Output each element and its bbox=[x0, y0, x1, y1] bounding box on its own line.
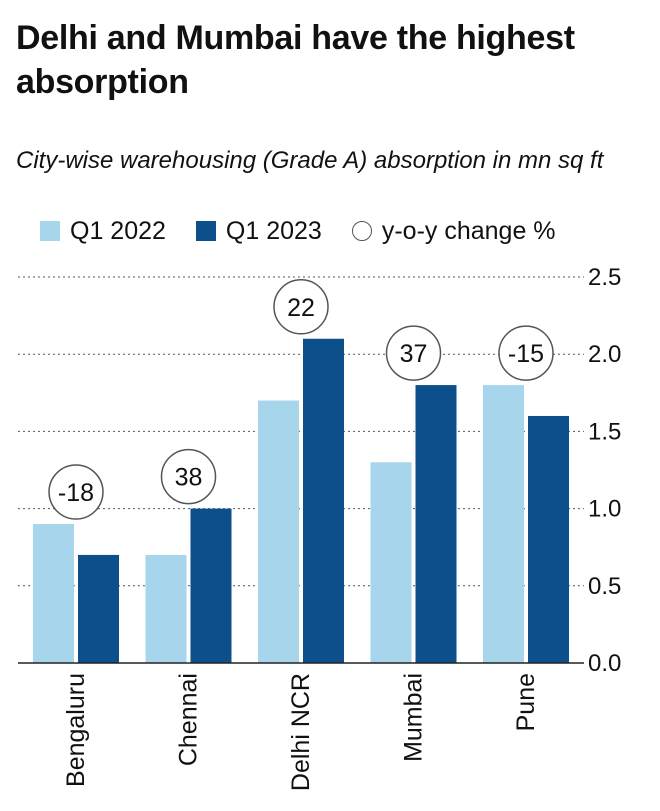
y-tick-label: 1.5 bbox=[588, 418, 621, 445]
bar-q1-2023-bengaluru bbox=[78, 554, 119, 663]
bar-q1-2022-pune bbox=[483, 385, 524, 663]
yoy-value-bengaluru: -18 bbox=[58, 479, 94, 507]
bar-q1-2022-chennai bbox=[145, 554, 187, 663]
legend-label-q1-2023: Q1 2023 bbox=[225, 216, 322, 245]
yoy-value-pune: -15 bbox=[508, 340, 544, 368]
legend-label-q1-2022: Q1 2022 bbox=[70, 216, 166, 245]
legend-swatch-q1-2023 bbox=[195, 221, 216, 241]
bar-q1-2023-pune bbox=[528, 415, 569, 663]
bar-q1-2023-mumbai bbox=[415, 385, 457, 663]
bar-q1-2023-chennai bbox=[190, 508, 232, 663]
category-label-bengaluru: Bengaluru bbox=[62, 673, 90, 787]
legend-item-q1-2023: Q1 2023 bbox=[195, 216, 322, 246]
y-tick-label: 1.0 bbox=[588, 496, 621, 523]
legend-item-q1-2022: Q1 2022 bbox=[40, 217, 166, 246]
chart-title: Delhi and Mumbai have the highest absorp… bbox=[16, 19, 575, 101]
yoy-value-chennai: 38 bbox=[175, 464, 203, 492]
bar-q1-2023-delhi-ncr bbox=[303, 338, 344, 663]
chart-legend: Q1 2022 Q1 2023 y-o-y change % bbox=[40, 213, 586, 249]
yoy-bubble-delhi-ncr bbox=[273, 279, 329, 335]
legend-label-yoy: y-o-y change % bbox=[381, 216, 556, 245]
chart-subtitle: City-wise warehousing (Grade A) absorpti… bbox=[16, 147, 604, 174]
y-tick-label: 2.5 bbox=[588, 264, 621, 291]
axes: 0.0 0.5 1.0 1.5 2.0 2.5 Bengaluru Chennai Delhi … bbox=[18, 264, 621, 791]
yoy-value-mumbai: 37 bbox=[400, 340, 428, 368]
y-tick-label: 0.5 bbox=[588, 573, 621, 600]
category-label-mumbai: Mumbai bbox=[400, 673, 428, 762]
category-label-pune: Pune bbox=[512, 673, 540, 731]
yoy-bubble-mumbai bbox=[385, 325, 442, 381]
y-tick-label: 2.0 bbox=[588, 341, 621, 368]
legend-item-yoy: y-o-y change % bbox=[351, 216, 556, 246]
legend-swatch-q1-2022 bbox=[40, 221, 60, 241]
circle-icon bbox=[351, 221, 372, 241]
bar-q1-2022-delhi-ncr bbox=[258, 400, 299, 663]
y-tick-label: 0.0 bbox=[588, 650, 621, 677]
yoy-bubble-pune bbox=[498, 325, 554, 381]
yoy-bubble-bengaluru bbox=[48, 464, 104, 520]
category-label-delhi-ncr: Delhi NCR bbox=[287, 673, 315, 791]
bar-q1-2022-bengaluru bbox=[33, 524, 74, 663]
bars bbox=[33, 338, 569, 663]
yoy-bubbles: -18 38 22 37 -15 bbox=[48, 279, 554, 520]
category-label-chennai: Chennai bbox=[175, 673, 203, 766]
yoy-value-delhi-ncr: 22 bbox=[287, 294, 315, 322]
yoy-bubble-chennai bbox=[160, 448, 217, 505]
bar-q1-2022-mumbai bbox=[370, 462, 412, 663]
